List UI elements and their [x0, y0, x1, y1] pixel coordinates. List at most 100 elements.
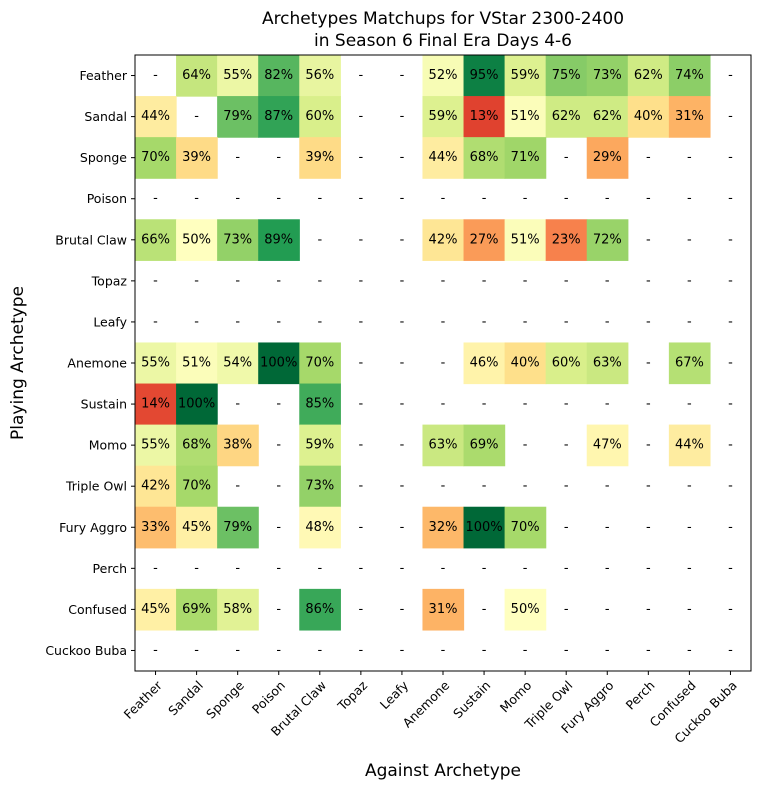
cell-value-label: 100%	[465, 520, 502, 535]
cell-value-label: 29%	[593, 150, 622, 165]
cell-value-label: 44%	[141, 109, 170, 124]
cell-value-label: 100%	[260, 356, 297, 371]
cell-value-label: -	[482, 602, 487, 617]
cell-value-label: 31%	[429, 602, 458, 617]
heatmap-cell	[299, 383, 341, 426]
cell-value-label: -	[728, 273, 733, 288]
cell-value-label: -	[523, 561, 528, 576]
cell-value-label: -	[482, 561, 487, 576]
x-tick-label: Sandal	[165, 678, 206, 719]
cell-value-label: -	[687, 520, 692, 535]
cell-value-label: 33%	[141, 520, 170, 535]
cell-value-label: -	[687, 191, 692, 206]
cell-value-label: 70%	[511, 520, 540, 535]
cell-value-label: -	[605, 520, 610, 535]
heatmap-cell	[299, 342, 341, 385]
cell-value-label: -	[276, 438, 281, 453]
heatmap-cell	[422, 506, 465, 549]
cell-value-label: -	[153, 273, 158, 288]
cell-value-label: 67%	[675, 356, 704, 371]
heatmap-cell	[463, 55, 506, 97]
cell-value-label: 63%	[429, 438, 458, 453]
cell-value-label: -	[523, 314, 528, 329]
cell-value-label: -	[276, 643, 281, 658]
cell-value-label: -	[276, 561, 281, 576]
cell-value-label: -	[359, 150, 364, 165]
heatmap-cell	[176, 219, 218, 261]
cell-value-label: 100%	[178, 397, 215, 412]
heatmap-cell	[299, 588, 341, 631]
heatmap-cell	[586, 96, 629, 138]
x-tick-label: Sponge	[203, 677, 247, 721]
heatmap-cell	[422, 219, 465, 261]
cell-value-label: 51%	[511, 232, 540, 247]
y-tick-label: Perch	[93, 561, 127, 576]
heatmap-cell	[545, 342, 588, 385]
cell-value-label: -	[728, 479, 733, 494]
cell-value-label: 47%	[593, 438, 622, 453]
x-tick-label: Perch	[623, 678, 658, 713]
cell-value-label: -	[646, 438, 651, 453]
cell-value-label: -	[564, 397, 569, 412]
cell-value-label: -	[646, 397, 651, 412]
cell-value-label: 45%	[141, 602, 170, 617]
x-tick-label: Poison	[249, 678, 288, 717]
heatmap-cell	[422, 96, 465, 138]
cell-value-label: -	[728, 109, 733, 124]
y-tick-label: Topaz	[91, 273, 128, 288]
cell-value-label: 23%	[552, 232, 581, 247]
cell-value-label: -	[194, 191, 199, 206]
cell-value-label: -	[317, 191, 322, 206]
cell-value-label: 55%	[141, 356, 170, 371]
heatmap-cells	[135, 55, 711, 631]
cell-value-label: -	[235, 191, 240, 206]
cell-value-label: 89%	[264, 232, 293, 247]
cell-value-label: 82%	[264, 68, 293, 83]
cell-value-label: -	[153, 561, 158, 576]
cell-value-label: -	[359, 561, 364, 576]
cell-value-label: -	[441, 314, 446, 329]
cell-value-label: 55%	[223, 68, 252, 83]
cell-value-label: 32%	[429, 520, 458, 535]
heatmap-cell	[299, 424, 341, 467]
cell-value-label: -	[646, 273, 651, 288]
x-tick-label: Feather	[121, 677, 166, 722]
heatmap-cell	[217, 342, 259, 385]
cell-value-label: -	[605, 602, 610, 617]
cell-value-label: -	[564, 273, 569, 288]
y-tick-label: Feather	[79, 68, 127, 83]
cell-value-label: 56%	[305, 68, 334, 83]
cell-value-label: -	[276, 150, 281, 165]
y-tick-label: Cuckoo Buba	[45, 643, 127, 658]
heatmap-cell	[668, 342, 711, 385]
cell-value-label: -	[359, 520, 364, 535]
cell-value-label: -	[687, 232, 692, 247]
heatmap-cell	[586, 342, 629, 385]
cell-value-label: 69%	[182, 602, 211, 617]
y-tick-label: Sponge	[80, 150, 127, 165]
x-tick-label: Topaz	[334, 677, 371, 714]
cell-value-label: 27%	[470, 232, 499, 247]
cell-value-label: -	[276, 602, 281, 617]
y-tick-label: Anemone	[67, 356, 127, 371]
cell-value-label: 62%	[634, 68, 663, 83]
heatmap-cell	[627, 55, 670, 97]
cell-value-label: -	[400, 520, 405, 535]
heatmap-cell	[463, 342, 506, 385]
cell-value-label: -	[235, 273, 240, 288]
cell-value-label: -	[728, 602, 733, 617]
cell-value-label: -	[646, 479, 651, 494]
cell-value-label: 44%	[429, 150, 458, 165]
heatmap-cell	[176, 588, 218, 631]
cell-value-label: -	[564, 520, 569, 535]
cell-value-label: -	[359, 479, 364, 494]
cell-value-label: 73%	[305, 479, 334, 494]
cell-value-label: -	[235, 397, 240, 412]
y-tick-label: Confused	[68, 602, 127, 617]
chart-title-line-1: Archetypes Matchups for VStar 2300-2400	[262, 9, 624, 29]
heatmap-cell	[217, 588, 259, 631]
y-tick-label: Sustain	[81, 397, 127, 412]
cell-value-label: -	[564, 314, 569, 329]
heatmap-cell	[258, 219, 300, 261]
